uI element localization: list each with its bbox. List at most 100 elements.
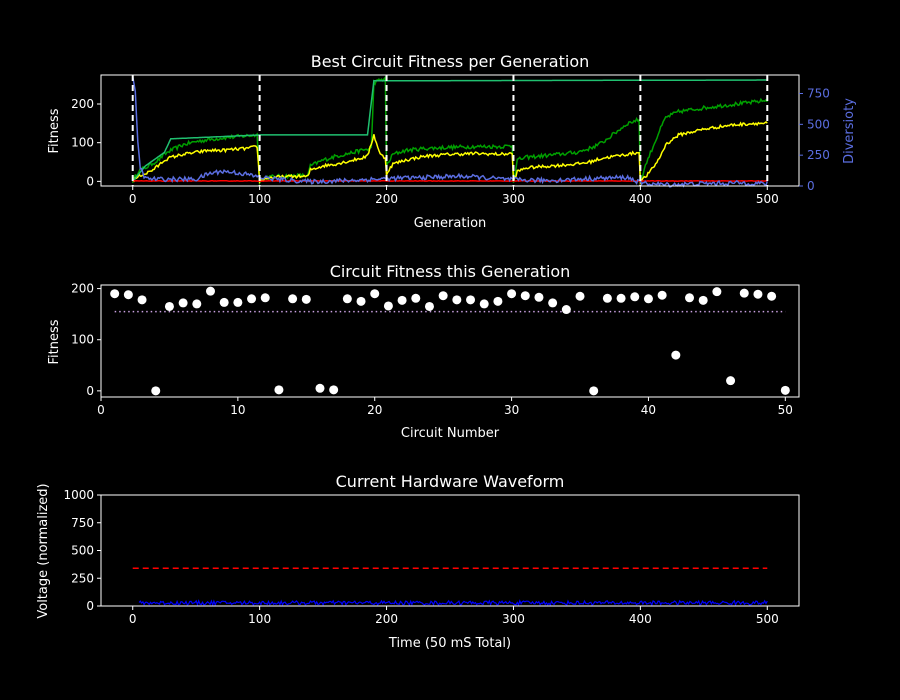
circuit-point	[671, 350, 681, 360]
x-axis-label: Generation	[414, 216, 487, 231]
x-axis-ticks: 0 100 200 300 400 500	[129, 186, 779, 206]
circuit-point	[712, 287, 722, 297]
x-tick-label: 200	[375, 612, 398, 626]
x-tick-label: 400	[629, 192, 652, 206]
chart-title: Circuit Fitness this Generation	[330, 262, 571, 281]
series-line	[131, 76, 769, 188]
waveform-layer	[132, 567, 768, 607]
circuit-point	[466, 295, 476, 305]
y-axis-ticks: 0 100 200	[71, 282, 101, 398]
y-tick-label: 750	[807, 87, 830, 101]
circuit-point	[260, 293, 270, 303]
y2-axis-ticks: 0 250 500 750	[799, 87, 830, 193]
y-tick-label: 1000	[63, 488, 94, 502]
circuit-point	[643, 294, 653, 304]
circuit-point	[397, 295, 407, 305]
x-tick-label: 30	[504, 403, 519, 417]
x-tick-label: 50	[778, 403, 793, 417]
circuit-point	[233, 297, 243, 307]
circuit-point	[205, 286, 215, 296]
circuit-point	[315, 383, 325, 393]
circuit-point	[452, 295, 462, 305]
circuit-point	[479, 299, 489, 309]
circuit-point	[110, 289, 120, 299]
circuit-point	[274, 385, 284, 395]
circuit-point	[602, 293, 612, 303]
x-tick-label: 0	[97, 403, 105, 417]
x-tick-label: 100	[248, 612, 271, 626]
circuit-point	[411, 293, 421, 303]
circuit-point	[192, 299, 202, 309]
y2-axis-label: Diversioty	[842, 98, 857, 164]
x-tick-label: 500	[756, 612, 779, 626]
y-tick-label: 100	[71, 333, 94, 347]
circuit-point	[685, 293, 695, 303]
plot-frame	[100, 284, 800, 398]
x-tick-label: 200	[375, 192, 398, 206]
best-fitness-chart: Best Circuit Fitness per Generation 0 100…	[47, 52, 857, 231]
generation-markers	[131, 75, 769, 186]
y-tick-label: 250	[71, 571, 94, 585]
y-tick-label: 0	[807, 179, 815, 193]
x-tick-label: 20	[367, 403, 382, 417]
plot-frame	[100, 74, 800, 187]
y-tick-label: 200	[71, 282, 94, 296]
y-tick-label: 0	[86, 174, 94, 188]
circuit-point	[548, 298, 558, 308]
circuit-point	[438, 291, 448, 301]
y-tick-label: 500	[807, 117, 830, 131]
y-axis-label: Fitness	[47, 319, 62, 364]
x-axis-label: Circuit Number	[401, 426, 500, 441]
circuit-point	[630, 292, 640, 302]
chart-title: Best Circuit Fitness per Generation	[311, 52, 590, 71]
circuit-point	[329, 385, 339, 395]
circuit-point	[753, 289, 763, 299]
generation-fitness-chart: Circuit Fitness this Generation 0 10 20 30 4…	[47, 262, 800, 441]
circuit-point	[575, 291, 585, 301]
x-axis-ticks: 0 100 200 300 400 500	[129, 606, 779, 626]
circuit-point	[219, 297, 229, 307]
circuit-point	[123, 290, 133, 300]
chart-title: Current Hardware Waveform	[336, 472, 565, 491]
y-tick-label: 250	[807, 148, 830, 162]
circuit-point	[247, 294, 257, 304]
x-tick-label: 10	[230, 403, 245, 417]
circuit-point	[493, 296, 503, 306]
y-axis-ticks: 0 250 500 750 1000	[63, 488, 101, 613]
x-tick-label: 500	[756, 192, 779, 206]
points-layer	[110, 286, 790, 396]
circuit-point	[288, 294, 298, 304]
y-tick-label: 500	[71, 544, 94, 558]
circuit-point	[739, 288, 749, 298]
x-tick-label: 400	[629, 612, 652, 626]
circuit-point	[561, 305, 571, 315]
y-tick-label: 0	[86, 384, 94, 398]
x-tick-label: 300	[502, 192, 525, 206]
x-axis-label: Time (50 mS Total)	[388, 636, 511, 651]
circuit-point	[370, 289, 380, 299]
circuit-point	[589, 386, 599, 396]
y-tick-label: 200	[71, 97, 94, 111]
y-axis-label: Voltage (normalized)	[36, 483, 51, 618]
y-tick-label: 0	[86, 599, 94, 613]
circuit-point	[151, 386, 161, 396]
circuit-point	[178, 298, 188, 308]
circuit-point	[301, 294, 311, 304]
circuit-point	[616, 293, 626, 303]
x-axis-ticks: 0 10 20 30 40 50	[97, 397, 793, 417]
x-tick-label: 40	[641, 403, 656, 417]
circuit-point	[726, 376, 736, 386]
y-tick-label: 100	[71, 136, 94, 150]
hardware-waveform-chart: Current Hardware Waveform 0 100 200 300 400 5…	[36, 472, 800, 651]
circuit-point	[780, 385, 790, 395]
circuit-point	[507, 289, 517, 299]
circuit-point	[534, 292, 544, 302]
series-line	[132, 121, 768, 186]
y-tick-label: 750	[71, 516, 94, 530]
x-tick-label: 100	[248, 192, 271, 206]
circuit-point	[137, 295, 147, 305]
circuit-point	[657, 290, 667, 300]
circuit-point	[383, 301, 393, 311]
circuit-point	[767, 291, 777, 301]
